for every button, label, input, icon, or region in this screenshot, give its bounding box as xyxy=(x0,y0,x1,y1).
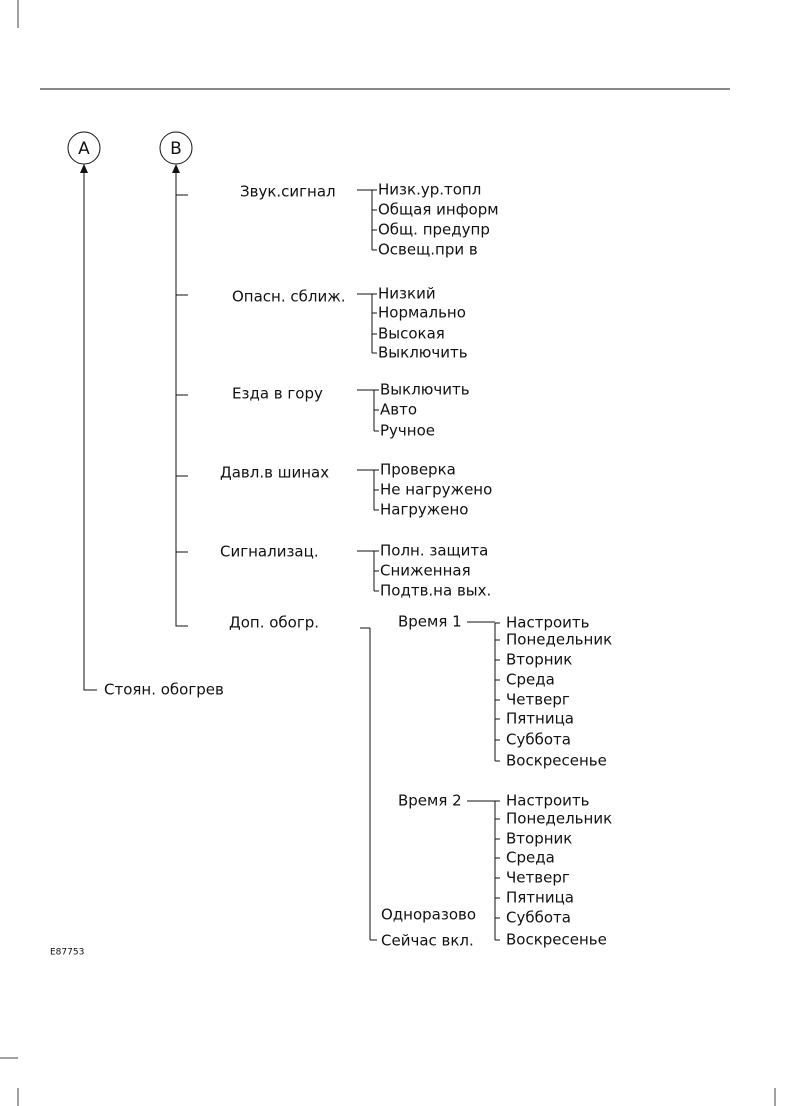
menu-label: Давл.в шинах xyxy=(220,464,329,482)
menu-item: Проверка xyxy=(380,461,456,479)
menu-item: Среда xyxy=(506,849,555,867)
menu-item: Высокая xyxy=(378,325,445,343)
menu-item: Выключить xyxy=(380,381,470,399)
node-label: A xyxy=(78,139,90,159)
menu-item: Стоян. обогрев xyxy=(104,681,224,699)
connector xyxy=(83,172,97,691)
menu-item: Пятница xyxy=(506,710,574,728)
menu-item: Четверг xyxy=(506,869,570,887)
menu-item: Настроить xyxy=(506,614,589,632)
menu-item: Сниженная xyxy=(380,562,471,580)
menu-label: Езда в гору xyxy=(232,385,323,403)
menu-item: Понедельник xyxy=(506,810,612,828)
menu-item: Ручное xyxy=(380,422,435,440)
connector xyxy=(175,172,188,627)
menu-item: Общая информ xyxy=(378,201,499,219)
menu-item: Авто xyxy=(380,401,417,419)
menu-item: Настроить xyxy=(506,792,589,810)
menu-item: Воскресенье xyxy=(506,931,607,949)
menu-item: Полн. защита xyxy=(380,542,488,560)
menu-item: Не нагружено xyxy=(380,481,492,499)
arrow-head xyxy=(172,164,180,173)
menu-label: Доп. обогр. xyxy=(229,614,319,632)
menu-item: Воскресенье xyxy=(506,752,607,770)
menu-label: Сигнализац. xyxy=(220,543,319,561)
menu-item: Пятница xyxy=(506,889,574,907)
timer-label: Время 1 xyxy=(398,613,462,631)
menu-item: Сейчас вкл. xyxy=(381,932,474,950)
menu-item: Нормально xyxy=(378,304,466,322)
menu-item: Вторник xyxy=(506,651,572,669)
menu-item: Подтв.на вых. xyxy=(380,582,491,600)
menu-item: Освещ.при в xyxy=(378,241,478,259)
menu-item: Суббота xyxy=(506,731,571,749)
menu-label: Опасн. сближ. xyxy=(232,288,346,306)
figure-id: E87753 xyxy=(50,948,84,958)
menu-item: Низк.ур.топл xyxy=(378,181,481,199)
menu-item: Четверг xyxy=(506,691,570,709)
arrow-head xyxy=(80,164,88,173)
menu-item: Одноразово xyxy=(381,906,476,924)
menu-label: Звук.сигнал xyxy=(240,183,336,201)
menu-item: Вторник xyxy=(506,830,572,848)
menu-item: Нагружено xyxy=(380,501,468,519)
menu-item: Выключить xyxy=(378,344,468,362)
node-label: B xyxy=(170,139,182,159)
menu-item: Суббота xyxy=(506,909,571,927)
menu-item: Общ. предупр xyxy=(378,221,490,239)
menu-item: Среда xyxy=(506,671,555,689)
menu-item: Понедельник xyxy=(506,631,612,649)
timer-label: Время 2 xyxy=(398,792,462,810)
menu-item: Низкий xyxy=(378,285,436,303)
